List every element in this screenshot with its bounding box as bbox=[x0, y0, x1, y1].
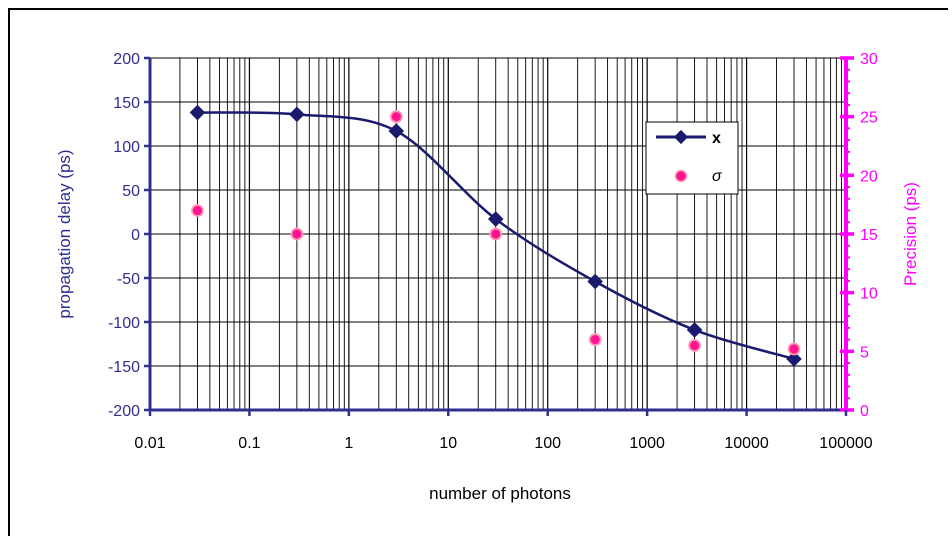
series-sigma-point bbox=[688, 339, 701, 352]
y2-tick-label: 30 bbox=[860, 51, 878, 68]
y-tick-label: -100 bbox=[108, 315, 140, 332]
x-tick-label: 0.1 bbox=[238, 435, 260, 452]
series-x-point bbox=[686, 322, 703, 338]
series-sigma-point bbox=[389, 110, 403, 124]
x-tick-label: 10000 bbox=[724, 435, 769, 452]
series-sigma-point bbox=[787, 342, 801, 356]
series-sigma-point bbox=[489, 227, 503, 241]
x-tick-label: 1000 bbox=[629, 435, 665, 452]
y-tick-label: 0 bbox=[131, 227, 140, 244]
axes bbox=[144, 56, 854, 416]
legend-x-label: x bbox=[712, 130, 721, 147]
legend-sigma-label: σ bbox=[712, 168, 723, 185]
chart-frame bbox=[8, 8, 948, 536]
series bbox=[189, 104, 802, 367]
x-tick-label: 1 bbox=[344, 435, 353, 452]
y2-tick-label: 20 bbox=[860, 168, 878, 185]
y-tick-label: -50 bbox=[117, 271, 140, 288]
y2-axis-title: Precision (ps) bbox=[901, 182, 920, 286]
y2-tick-label: 15 bbox=[860, 227, 878, 244]
series-sigma-point bbox=[191, 204, 204, 217]
series-x-point bbox=[289, 106, 305, 123]
series-sigma-point bbox=[588, 333, 602, 347]
y-axis-title: propagation delay (ps) bbox=[55, 149, 74, 318]
y-tick-label: 50 bbox=[122, 183, 140, 200]
x-axis-title: number of photons bbox=[429, 484, 571, 503]
y2-tick-label: 10 bbox=[860, 286, 878, 303]
x-tick-label: 100000 bbox=[819, 435, 872, 452]
tick-labels: 200150100500-50-100-150-2003025201510500… bbox=[108, 51, 878, 452]
series-x-point bbox=[587, 273, 603, 290]
x-tick-label: 0.01 bbox=[134, 435, 165, 452]
y-tick-label: 200 bbox=[113, 51, 140, 68]
series-x-point bbox=[388, 123, 405, 139]
y-tick-label: 100 bbox=[113, 139, 140, 156]
legend-sigma-marker bbox=[674, 169, 688, 183]
x-tick-label: 100 bbox=[534, 435, 561, 452]
series-sigma-point bbox=[290, 227, 304, 241]
legend-x-marker bbox=[673, 129, 689, 145]
legend: x σ bbox=[645, 121, 739, 195]
y-tick-label: 150 bbox=[113, 95, 140, 112]
legend-box bbox=[645, 121, 739, 195]
y2-tick-label: 25 bbox=[860, 110, 878, 127]
y-tick-label: -200 bbox=[108, 403, 140, 420]
y2-tick-label: 5 bbox=[860, 344, 869, 361]
y-tick-label: -150 bbox=[108, 359, 140, 376]
series-x-point bbox=[189, 104, 206, 121]
series-x-point bbox=[487, 211, 504, 227]
y2-tick-label: 0 bbox=[860, 403, 869, 420]
x-tick-label: 10 bbox=[439, 435, 457, 452]
